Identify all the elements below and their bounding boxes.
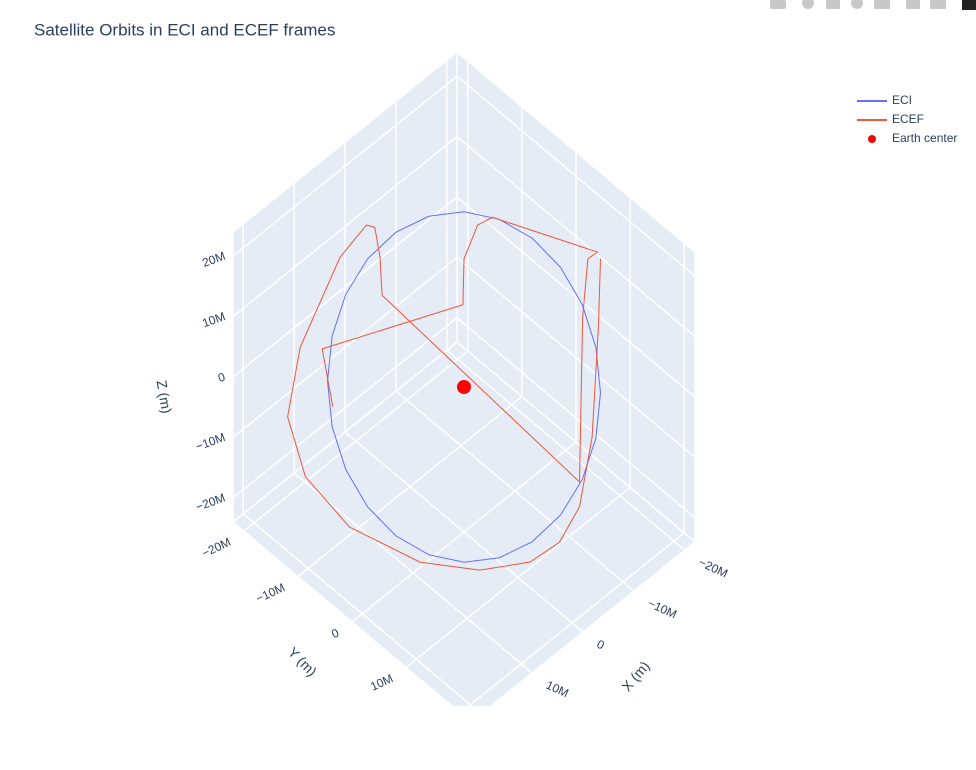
grid-line	[456, 75, 696, 277]
orbit-icon[interactable]	[851, 0, 863, 9]
legend-label: ECEF	[892, 112, 924, 126]
x-tick-label: 10M	[544, 678, 571, 701]
grid-line	[232, 135, 458, 318]
camera-icon[interactable]	[770, 0, 786, 9]
grid-line	[456, 256, 696, 458]
reset-camera-icon[interactable]	[930, 0, 946, 9]
x-tick-label: 20M	[493, 719, 520, 742]
y-tick-label: −10M	[254, 580, 287, 606]
orbit-line	[287, 216, 601, 571]
scene: −20M −10M 0 10M 20M −20M −10M 0 10M 20M −20M −10M 0 1…	[153, 50, 730, 742]
point-marker	[457, 380, 471, 394]
z-axis-title: Z (m)	[153, 379, 175, 415]
z-tick-label: −10M	[194, 430, 227, 454]
grid-line	[232, 317, 458, 499]
grid-line	[467, 532, 685, 706]
grid-line	[232, 256, 458, 439]
grid-line	[456, 196, 696, 398]
grid-line	[232, 75, 458, 257]
grid-line	[243, 350, 469, 532]
z-tick-label: 20M	[200, 249, 227, 270]
x-tick-label: 0	[595, 637, 607, 653]
z-tick-label: 0	[216, 370, 227, 386]
home-icon[interactable]	[906, 0, 920, 9]
grid-line	[405, 486, 631, 669]
z-tick-label: 10M	[200, 309, 227, 330]
grid-line	[456, 317, 696, 519]
plotly-logo[interactable]	[962, 0, 976, 10]
zoom-icon[interactable]	[802, 0, 814, 9]
x-tick-label: −20M	[696, 555, 729, 581]
legend-swatch	[868, 135, 876, 143]
legend: ECI ECEF Earth center	[857, 93, 957, 145]
turntable-icon[interactable]	[874, 0, 890, 9]
chart-title: Satellite Orbits in ECI and ECEF frames	[34, 20, 335, 39]
legend-label: Earth center	[892, 131, 957, 145]
grid-line	[351, 441, 577, 623]
orbit-line	[327, 211, 602, 563]
y-tick-label: 10M	[368, 671, 395, 694]
y-tick-label: −20M	[200, 535, 233, 561]
pan-icon[interactable]	[826, 0, 840, 9]
legend-label: ECI	[892, 93, 912, 107]
y-axis-title: Y (m)	[285, 644, 320, 679]
x-tick-label: −10M	[646, 596, 679, 622]
grid-line	[232, 196, 458, 378]
modebar[interactable]	[770, 0, 976, 10]
grid-line	[297, 395, 523, 578]
y-tick-label: 20M	[422, 717, 449, 740]
z-tick-label: −20M	[194, 490, 227, 514]
grid-line	[456, 136, 696, 338]
x-axis-title: X (m)	[618, 658, 652, 694]
y-tick-label: 0	[329, 626, 341, 642]
